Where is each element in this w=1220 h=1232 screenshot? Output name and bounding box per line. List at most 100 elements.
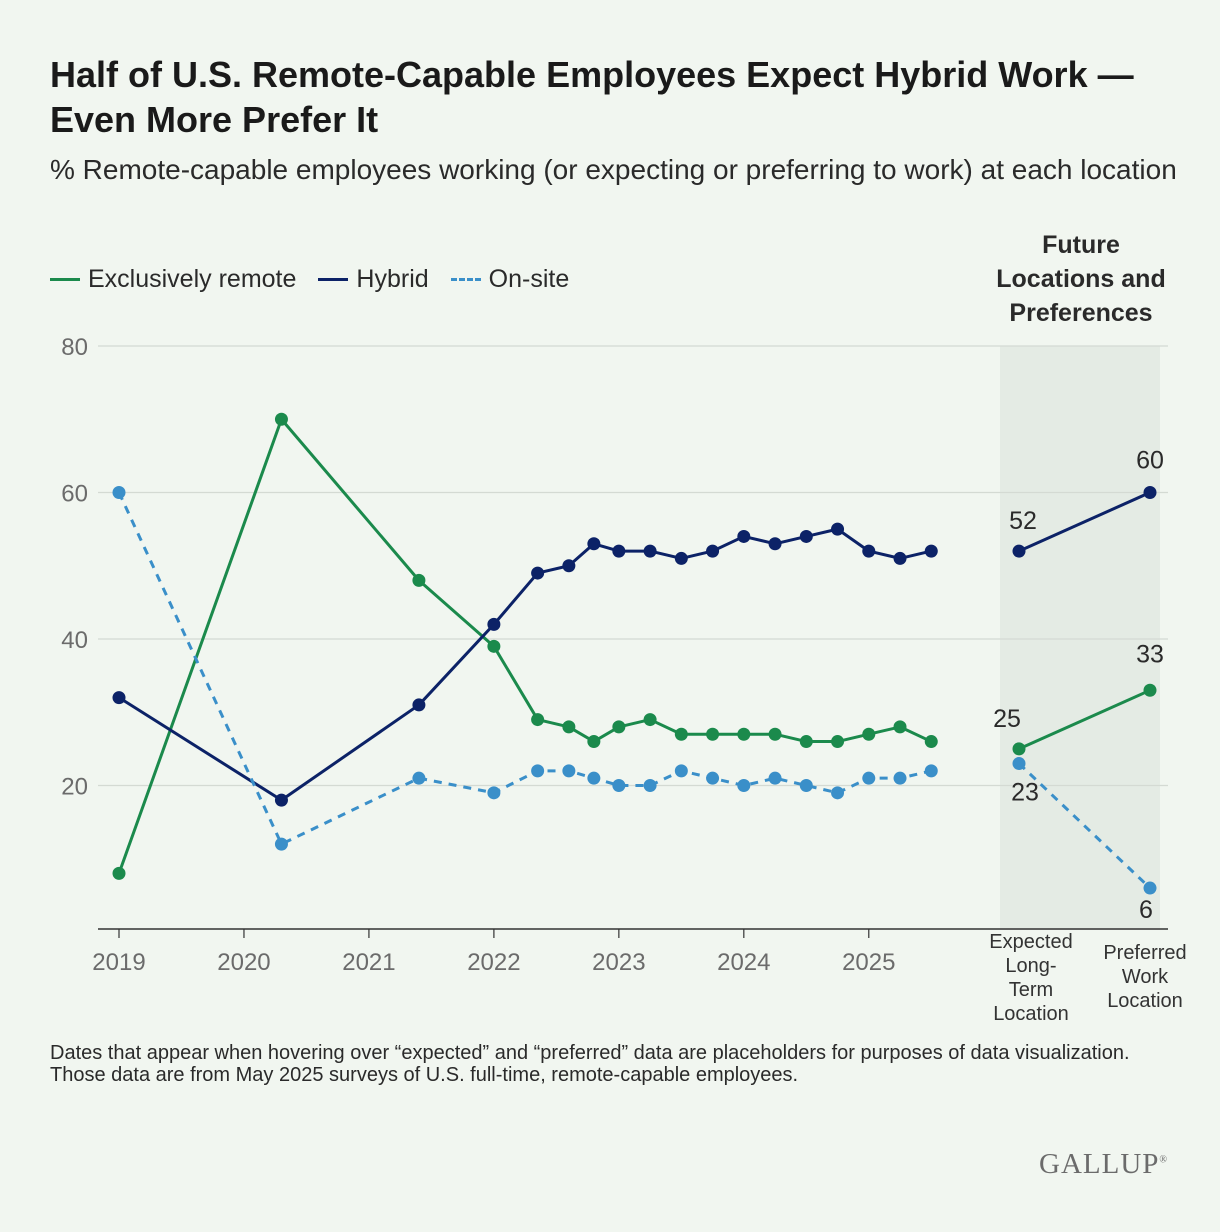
data-point[interactable]	[412, 573, 426, 587]
data-point[interactable]	[706, 771, 720, 785]
data-label: 52	[1009, 507, 1037, 535]
data-point[interactable]	[643, 779, 657, 792]
data-point[interactable]	[862, 544, 876, 558]
x-tick-label: 2024	[717, 949, 770, 976]
data-point[interactable]	[924, 764, 938, 778]
series-line	[118, 527, 932, 802]
data-point[interactable]	[643, 544, 657, 558]
data-label: 6	[1139, 896, 1153, 924]
data-point[interactable]	[924, 544, 938, 558]
data-point[interactable]	[587, 771, 601, 785]
chart-title: Half of U.S. Remote-Capable Employees Ex…	[50, 54, 1134, 140]
data-point[interactable]	[531, 566, 545, 580]
data-point[interactable]	[274, 837, 288, 851]
data-point[interactable]	[893, 771, 907, 785]
data-point[interactable]	[112, 691, 126, 705]
x-tick-label: 2022	[467, 949, 520, 976]
data-point[interactable]	[112, 866, 126, 880]
future-line	[1018, 688, 1151, 751]
data-point[interactable]	[612, 544, 626, 558]
future-point[interactable]	[1012, 544, 1026, 558]
future-point[interactable]	[1143, 486, 1157, 499]
future-point[interactable]	[1143, 881, 1157, 895]
future-category-label: Preferred Work Location	[1103, 942, 1186, 1012]
data-point[interactable]	[562, 764, 576, 778]
data-point[interactable]	[112, 486, 126, 499]
data-point[interactable]	[768, 727, 782, 741]
legend-swatch-onsite	[450, 277, 481, 281]
data-point[interactable]	[893, 720, 907, 734]
data-point[interactable]	[924, 735, 938, 749]
future-point[interactable]	[1012, 742, 1026, 756]
data-point[interactable]	[487, 786, 501, 800]
data-point[interactable]	[674, 727, 688, 741]
series-line	[117, 491, 932, 846]
y-tick-label: 20	[61, 774, 88, 801]
future-panel	[1000, 346, 1160, 930]
future-category-label: Expected Long-Term Location	[989, 931, 1072, 1025]
data-point[interactable]	[562, 720, 576, 734]
data-point[interactable]	[799, 529, 813, 543]
y-axis-ticks: 20 40 60 80	[61, 334, 88, 801]
data-point[interactable]	[274, 793, 288, 807]
data-point[interactable]	[737, 727, 751, 741]
data-point[interactable]	[587, 735, 601, 749]
data-point[interactable]	[862, 727, 876, 741]
data-label: 25	[993, 705, 1021, 733]
legend-item-hybrid[interactable]: Hybrid	[318, 264, 429, 294]
data-point[interactable]	[412, 771, 426, 785]
data-point[interactable]	[768, 771, 782, 785]
future-line	[1018, 491, 1151, 553]
data-label: 23	[1011, 779, 1039, 807]
brand-text: GALLUP	[1039, 1148, 1160, 1180]
series-exclusively-remote: 25 33	[112, 412, 1164, 880]
data-point[interactable]	[737, 779, 751, 792]
series-line	[117, 417, 932, 874]
data-point[interactable]	[531, 764, 545, 778]
series-on-site: 23 6	[112, 486, 1157, 924]
y-tick-label: 60	[61, 481, 88, 508]
data-point[interactable]	[274, 412, 288, 426]
data-point[interactable]	[487, 617, 501, 631]
data-point[interactable]	[831, 522, 845, 536]
y-tick-label: 80	[61, 334, 88, 361]
data-point[interactable]	[799, 779, 813, 792]
data-point[interactable]	[706, 544, 720, 558]
data-point[interactable]	[862, 771, 876, 785]
data-point[interactable]	[487, 639, 501, 653]
x-tick-label: 2021	[342, 949, 395, 976]
y-tick-label: 40	[61, 627, 88, 654]
future-heading: Future Locations and Preferences	[996, 231, 1166, 327]
data-point[interactable]	[612, 720, 626, 734]
data-point[interactable]	[768, 537, 782, 551]
data-point[interactable]	[562, 559, 576, 573]
legend-item-onsite[interactable]: On-site	[450, 265, 569, 294]
data-point[interactable]	[674, 764, 688, 778]
legend: Exclusively remote Hybrid On-site	[50, 262, 591, 296]
data-label: 33	[1136, 640, 1164, 668]
legend-item-remote[interactable]: Exclusively remote	[50, 265, 296, 294]
future-point[interactable]	[1143, 683, 1157, 697]
data-point[interactable]	[893, 551, 907, 565]
data-point[interactable]	[412, 698, 426, 712]
data-point[interactable]	[737, 529, 751, 543]
future-category-labels: Expected Long-Term Location Preferred Work Lo…	[989, 931, 1186, 1025]
data-label: 60	[1136, 447, 1164, 475]
data-point[interactable]	[674, 551, 688, 565]
gridlines	[98, 345, 1168, 787]
x-tick-label: 2023	[592, 949, 645, 976]
gallup-logo: GALLUP®	[1039, 1148, 1168, 1180]
data-point[interactable]	[587, 537, 601, 551]
data-point[interactable]	[643, 713, 657, 727]
data-point[interactable]	[706, 727, 720, 741]
footnote: Dates that appear when hovering over “ex…	[50, 1042, 1130, 1086]
data-point[interactable]	[831, 786, 845, 800]
data-point[interactable]	[612, 779, 626, 792]
future-point[interactable]	[1012, 757, 1026, 771]
data-point[interactable]	[799, 735, 813, 749]
legend-label-hybrid: Hybrid	[356, 264, 429, 293]
data-point[interactable]	[831, 735, 845, 749]
legend-label-remote: Exclusively remote	[88, 264, 297, 293]
line-chart: 20 40 60 80 2019 2020 2021 2022 2023 2024 2025 25…	[61, 334, 1186, 1025]
data-point[interactable]	[531, 713, 545, 727]
